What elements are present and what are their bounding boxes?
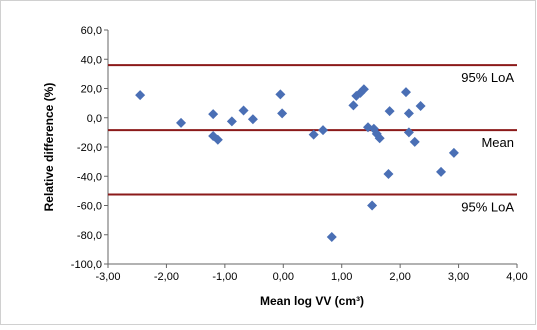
y-tick-label: -20,0 — [77, 142, 102, 154]
x-tick-label: -3,00 — [95, 271, 120, 283]
data-point — [308, 129, 319, 140]
x-axis-label: Mean log VV (cm³) — [260, 294, 364, 308]
data-point — [383, 169, 394, 180]
y-tick-label: -80,0 — [77, 230, 102, 242]
data-point — [275, 89, 286, 100]
x-tick-label: -1,00 — [212, 271, 237, 283]
data-point — [403, 108, 414, 119]
data-point — [436, 166, 447, 177]
data-point — [208, 109, 219, 120]
data-point — [415, 101, 426, 112]
x-axis-ticks: -3,00 -2,00 -1,00 0,00 1,00 2,00 3,00 4,00 — [95, 264, 528, 283]
data-point — [448, 147, 459, 158]
reference-lines: 95% LoA Mean 95% LoA — [108, 64, 517, 215]
data-point — [238, 105, 249, 116]
x-tick-label: 4,00 — [506, 271, 527, 283]
y-tick-label: -40,0 — [77, 171, 102, 183]
y-tick-label: 0,0 — [87, 113, 102, 125]
data-point — [277, 108, 288, 119]
data-point — [367, 200, 378, 211]
data-point — [400, 87, 411, 98]
reference-line-label: 95% LoA — [461, 200, 514, 215]
data-point — [403, 127, 414, 138]
y-tick-label: -100,0 — [71, 259, 102, 271]
reference-line-label: Mean — [481, 135, 514, 150]
data-point — [363, 122, 374, 133]
x-tick-label: -2,00 — [154, 271, 179, 283]
data-points — [135, 84, 459, 242]
data-point — [212, 134, 223, 145]
data-point — [318, 125, 329, 136]
x-tick-label: 0,00 — [273, 271, 294, 283]
data-point — [247, 114, 258, 125]
x-tick-label: 3,00 — [448, 271, 469, 283]
reference-line-label: 95% LoA — [461, 70, 514, 85]
data-point — [326, 231, 337, 242]
data-point — [176, 117, 187, 128]
data-point — [384, 106, 395, 117]
data-point — [226, 116, 237, 127]
data-point — [409, 136, 420, 147]
data-point — [374, 133, 385, 144]
y-axis-ticks: 60,0 40,0 20,0 0,0 -20,0 -40,0 -60,0 -80,0 -100,… — [71, 25, 108, 271]
y-tick-label: 60,0 — [81, 25, 102, 37]
y-tick-label: 20,0 — [81, 84, 102, 96]
data-point — [348, 100, 359, 111]
data-point — [135, 90, 146, 101]
data-point — [358, 84, 369, 95]
y-axis-label: Relative difference (%) — [42, 83, 56, 212]
x-tick-label: 2,00 — [389, 271, 410, 283]
y-tick-label: 40,0 — [81, 54, 102, 66]
x-tick-label: 1,00 — [331, 271, 352, 283]
y-tick-label: -60,0 — [77, 201, 102, 213]
